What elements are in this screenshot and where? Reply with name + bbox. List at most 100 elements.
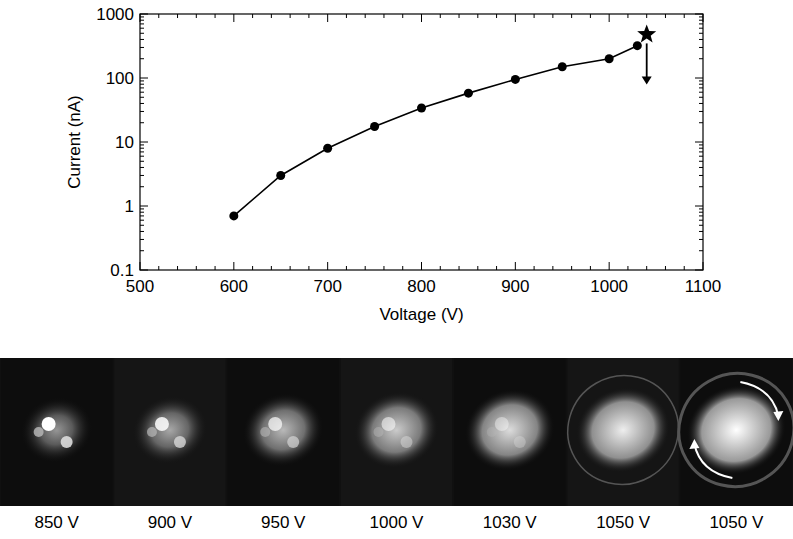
beam-spot — [454, 377, 567, 483]
halo-ring — [548, 355, 698, 504]
bright-spot — [287, 436, 299, 448]
y-minor-tick-right — [699, 231, 703, 232]
y-minor-tick — [140, 144, 144, 145]
point-marker — [370, 122, 379, 131]
rotation-arrow — [694, 444, 732, 478]
y-tick-label: 1 — [125, 197, 134, 216]
y-minor-tick — [140, 231, 144, 232]
y-minor-tick-right — [699, 16, 703, 17]
beam-spot — [343, 380, 450, 481]
point-marker — [558, 62, 567, 71]
x-minor-tick-top — [177, 14, 178, 18]
y-minor-tick — [140, 80, 144, 81]
panel-background — [341, 358, 452, 506]
y-minor-tick — [140, 84, 144, 85]
x-minor-tick-top — [346, 14, 347, 18]
y-tick-label: 100 — [106, 69, 134, 88]
y-minor-tick — [140, 215, 144, 216]
bright-spot — [147, 427, 157, 437]
y-minor-tick — [140, 250, 144, 251]
image-panel — [658, 353, 793, 508]
y-minor-tick — [140, 16, 144, 17]
point-marker — [464, 89, 473, 98]
y-minor-tick-right — [699, 111, 703, 112]
x-tick-top — [327, 14, 328, 22]
beam-spot — [12, 388, 102, 473]
bright-spot — [401, 436, 413, 448]
point-marker — [633, 41, 642, 50]
y-minor-tick — [140, 87, 144, 88]
y-minor-tick-right — [699, 33, 703, 34]
x-minor-tick — [252, 266, 253, 270]
y-minor-tick-right — [699, 239, 703, 240]
y-minor-tick-right — [699, 28, 703, 29]
y-minor-tick-right — [699, 122, 703, 123]
y-minor-tick — [140, 23, 144, 24]
x-minor-tick — [590, 266, 591, 270]
image-panel — [114, 358, 225, 506]
y-minor-tick — [140, 92, 144, 93]
x-minor-tick — [496, 266, 497, 270]
rotation-arrow-head — [689, 439, 699, 449]
panel-label: 950 V — [261, 513, 306, 532]
x-minor-tick-top — [365, 14, 366, 18]
bright-spot — [155, 417, 169, 431]
point-marker — [417, 103, 426, 112]
bright-spot — [260, 427, 270, 437]
panel-background — [114, 358, 225, 506]
image-panel — [454, 358, 567, 506]
y-minor-tick — [140, 220, 144, 221]
y-minor-tick-right — [699, 92, 703, 93]
x-axis-title: Voltage (V) — [379, 305, 463, 324]
bright-spot — [487, 427, 497, 437]
y-minor-tick-right — [699, 144, 703, 145]
y-minor-tick — [140, 186, 144, 187]
y-minor-tick — [140, 208, 144, 209]
x-minor-tick — [177, 266, 178, 270]
y-minor-tick-right — [699, 47, 703, 48]
annotations — [642, 43, 652, 84]
figure: 500600700800900100011000.11101001000Volt… — [0, 0, 793, 539]
bright-spot — [514, 436, 526, 448]
x-minor-tick — [271, 266, 272, 270]
y-tick-right — [695, 206, 703, 207]
series-line — [234, 46, 637, 216]
y-minor-tick — [140, 212, 144, 213]
y-minor-tick-right — [699, 215, 703, 216]
bright-spot — [382, 417, 396, 431]
y-minor-tick-right — [699, 151, 703, 152]
x-tick-top — [233, 14, 234, 22]
x-minor-tick — [365, 266, 366, 270]
x-minor-tick-top — [308, 14, 309, 18]
y-minor-tick-right — [699, 58, 703, 59]
x-minor-tick-top — [459, 14, 460, 18]
panel-label: 1030 V — [483, 513, 538, 532]
x-minor-tick — [402, 266, 403, 270]
x-minor-tick-top — [215, 14, 216, 18]
x-tick — [233, 262, 234, 270]
y-minor-tick-right — [699, 167, 703, 168]
y-minor-tick — [140, 167, 144, 168]
y-minor-tick-right — [699, 175, 703, 176]
y-minor-tick-right — [699, 220, 703, 221]
panel-label: 1000 V — [370, 513, 425, 532]
x-minor-tick-top — [665, 14, 666, 18]
x-tick-label: 700 — [313, 277, 341, 296]
y-minor-tick — [140, 20, 144, 21]
y-tick-label: 10 — [115, 133, 134, 152]
x-minor-tick-top — [571, 14, 572, 18]
x-tick — [421, 262, 422, 270]
x-tick — [515, 262, 516, 270]
x-minor-tick-top — [440, 14, 441, 18]
y-minor-tick-right — [699, 225, 703, 226]
y-minor-tick — [140, 151, 144, 152]
x-minor-tick — [215, 266, 216, 270]
x-minor-tick — [534, 266, 535, 270]
y-tick-right — [695, 270, 703, 271]
y-minor-tick-right — [699, 84, 703, 85]
x-minor-tick — [158, 266, 159, 270]
x-minor-tick-top — [590, 14, 591, 18]
y-minor-tick-right — [699, 20, 703, 21]
y-tick — [140, 78, 148, 79]
bright-spot — [42, 417, 56, 431]
